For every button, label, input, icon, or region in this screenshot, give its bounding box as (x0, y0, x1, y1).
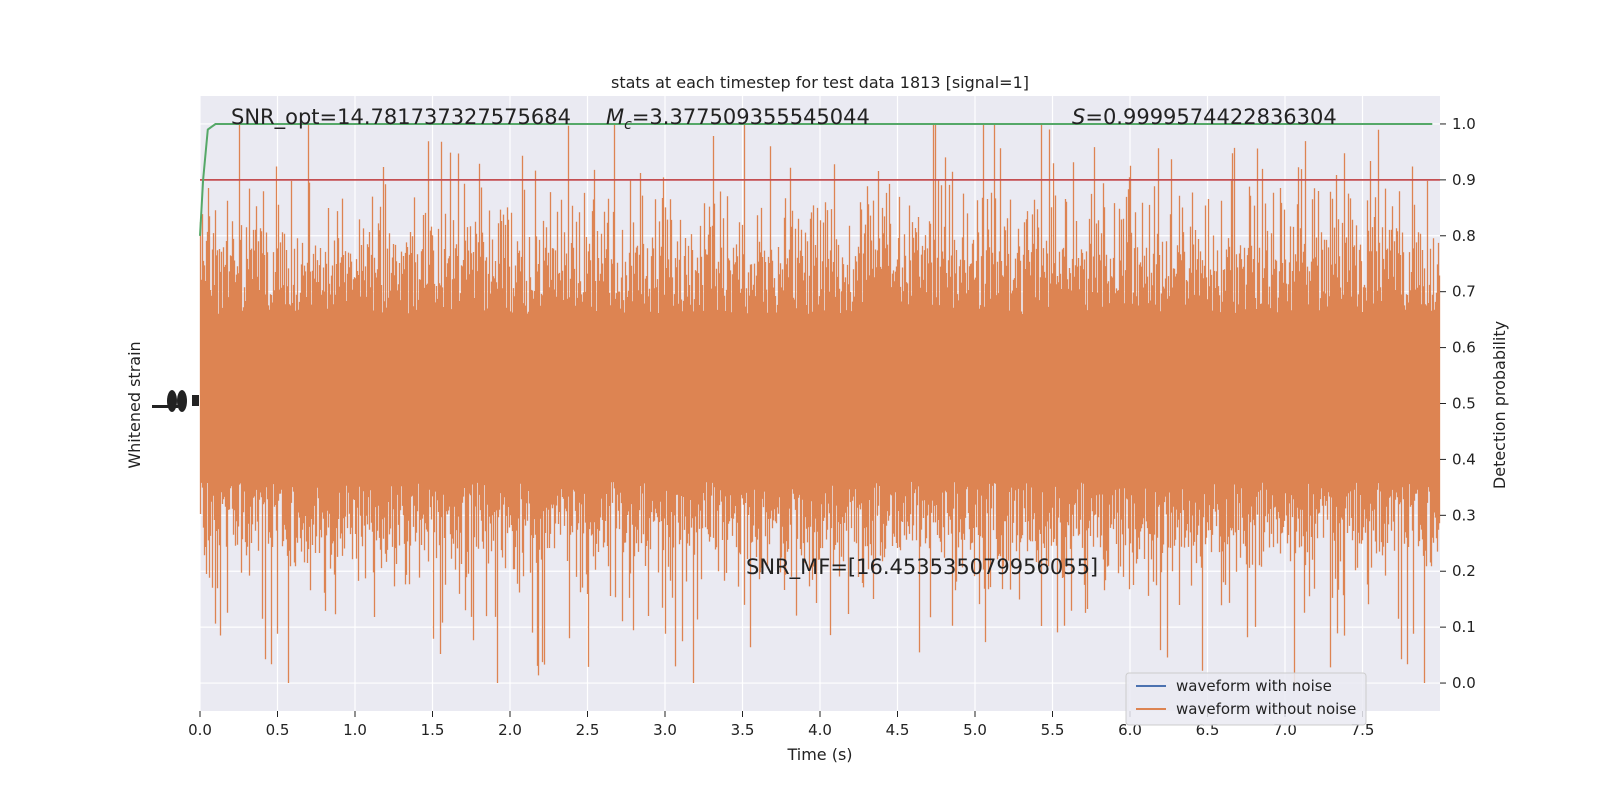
y-tick-label: 0.6 (1452, 339, 1476, 357)
legend: waveform with noise waveform without noi… (1125, 672, 1367, 726)
y-tick-label: 0.3 (1452, 506, 1476, 524)
y-tick-label: 0.8 (1452, 227, 1476, 245)
x-tick-label: 5.5 (1041, 721, 1065, 739)
waveform-without-noise-line (199, 124, 1441, 683)
left-axis-artifact (192, 395, 199, 406)
y-tick-label: 0.9 (1452, 171, 1476, 189)
y-tick-label: 0.5 (1452, 395, 1476, 413)
x-tick-label: 2.5 (576, 721, 600, 739)
x-tick-label: 4.5 (886, 721, 910, 739)
snr-opt-annotation: SNR_opt=14.781737327575684 (231, 105, 571, 130)
waveform-without-noise-series (199, 124, 1441, 683)
y-tick-label: 0.7 (1452, 283, 1476, 301)
x-tick-label: 1.5 (421, 721, 445, 739)
left-axis-artifact (152, 405, 178, 408)
right-axis-ticks: 0.0 0.1 0.2 0.3 0.4 0.5 0.6 0.7 0.8 0.9 1.0 (1440, 115, 1476, 692)
left-y-axis-label: Whitened strain (125, 341, 144, 468)
y-tick-label: 1.0 (1452, 115, 1476, 133)
mc-annotation: Mc=3.377509355545044 (606, 105, 870, 133)
y-tick-label: 0.1 (1452, 618, 1476, 636)
snr-mf-annotation: SNR_MF=[16.453535079956055] (746, 555, 1098, 580)
right-y-axis-label: Detection probability (1490, 321, 1509, 489)
s-annotation: S=0.9999574422836304 (1072, 105, 1337, 129)
x-tick-label: 3.0 (653, 721, 677, 739)
x-axis-label: Time (s) (786, 745, 852, 764)
x-axis-ticks: 0.0 0.5 1.0 1.5 2.0 2.5 3.0 3.5 4.0 4.5 5.0 5.5 6.0 6… (188, 711, 1374, 739)
detection-probability-line (199, 123, 1433, 236)
chart-title: stats at each timestep for test data 181… (611, 73, 1029, 92)
x-tick-label: 3.5 (731, 721, 755, 739)
x-tick-label: 1.0 (343, 721, 367, 739)
legend-box (1125, 672, 1367, 726)
x-tick-label: 2.0 (498, 721, 522, 739)
y-tick-label: 0.4 (1452, 450, 1476, 468)
x-tick-label: 4.0 (808, 721, 832, 739)
y-tick-label: 0.2 (1452, 562, 1476, 580)
left-axis-artifact (167, 390, 177, 412)
legend-label-with-noise: waveform with noise (1176, 677, 1332, 695)
x-tick-label: 0.0 (188, 721, 212, 739)
left-axis-artifact (177, 390, 187, 412)
legend-label-without-noise: waveform without noise (1176, 700, 1356, 718)
probability-lines (199, 123, 1440, 236)
x-tick-label: 0.5 (266, 721, 290, 739)
y-tick-label: 0.0 (1452, 674, 1476, 692)
x-tick-label: 5.0 (963, 721, 987, 739)
